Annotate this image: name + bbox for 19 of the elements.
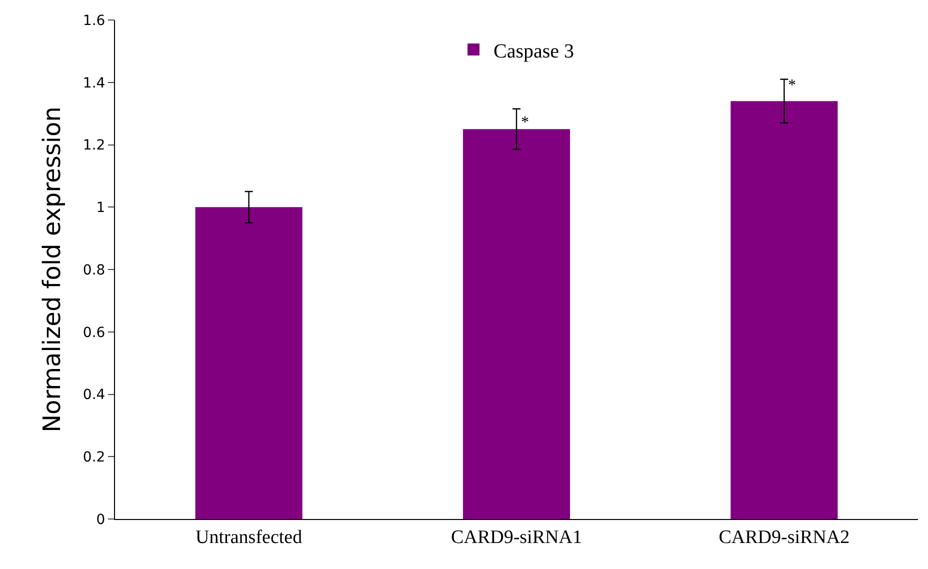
x-tick-label: CARD9-siRNA2 [718,526,850,548]
legend-label: Caspase 3 [494,40,574,62]
x-tick-label: Untransfected [196,526,303,548]
y-tick-label: 0.2 [82,450,106,466]
y-tick-label: 0.4 [82,387,106,404]
bar [195,207,302,519]
x-tick-label: CARD9-siRNA1 [451,526,582,548]
y-axis-title: Normalized fold expression [38,106,66,432]
y-tick-label: 1 [96,200,106,216]
y-tick-label: 0.8 [82,262,106,278]
y-tick-label: 0 [96,512,106,528]
y-tick-label: 0.6 [82,324,106,341]
bar [730,101,838,519]
annotation: * [788,77,796,94]
annotation: * [521,114,529,131]
bar [462,129,570,519]
y-tick-label: 1.6 [82,12,106,29]
y-tick-label: 1.2 [82,138,106,154]
y-tick-label: 1.4 [82,75,106,92]
